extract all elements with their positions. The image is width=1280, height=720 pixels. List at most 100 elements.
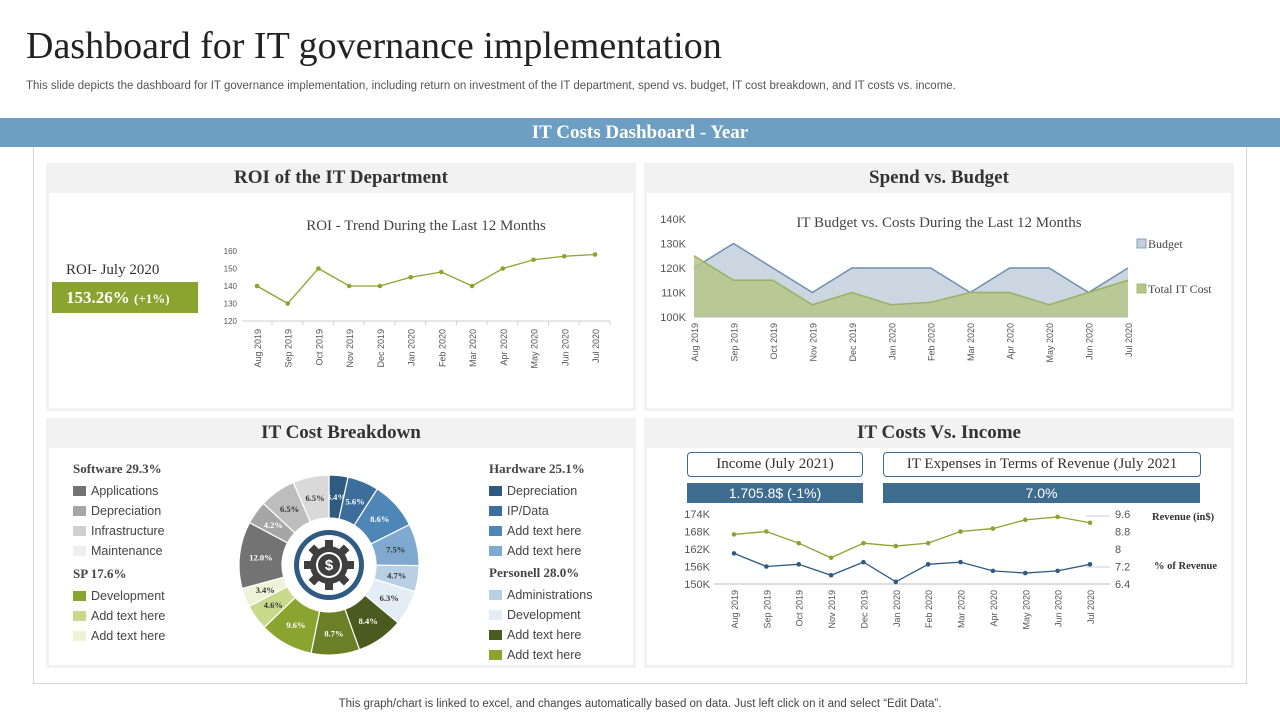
income-point-1 [1055,568,1060,574]
legend-label: IP/Data [507,504,549,518]
roi-xtick: Jun 2020 [560,329,570,366]
roi-point [500,266,506,271]
roi-point [254,283,260,289]
income-ytick-right: 8.8 [1115,527,1130,539]
legend-label: Depreciation [91,504,162,518]
donut-slice-label: 6.3% [380,593,399,603]
gear-tooth [346,561,354,569]
legend-group-title: Hardware 25.1% [489,461,585,476]
legend-label: Depreciation [507,484,578,498]
legend-label: Infrastructure [91,524,165,538]
donut-slice-label: 7.5% [386,544,405,554]
roi-point [316,266,321,271]
income-ytick-right: 7.2 [1115,562,1130,574]
donut-slice-label: 4.7% [387,571,406,581]
income-series-line-0 [733,516,1091,559]
legend-item: Add text here [489,645,592,665]
roi-panel-header: ROI of the IT Department [234,167,448,188]
income-kpi-label: Income (July 2021) [687,452,863,477]
income-xtick: Dec 2019 [859,590,869,629]
roi-chart-title: ROI - Trend During the Last 12 Months [306,218,546,234]
budget-ytick: 120K [660,263,686,275]
income-xtick: Oct 2019 [795,590,805,627]
income-point-1 [1087,562,1093,567]
roi-xtick: May 2020 [530,329,540,369]
roi-xtick: Aug 2019 [253,329,263,368]
legend-item: Development [489,605,592,625]
income-point-0 [893,543,899,549]
income-point-0 [925,540,931,546]
roi-kpi-label: ROI- July 2020 [66,262,160,278]
roi-point [408,274,413,280]
legend-label: Administrations [507,588,593,602]
budget-legend-label: Total IT Cost [1148,282,1212,296]
income-xtick: Nov 2019 [827,590,837,629]
income-point-0 [958,529,963,534]
roi-xtick: Nov 2019 [345,329,355,368]
roi-trend-chart[interactable]: ROI - Trend During the Last 12 Months 120… [200,205,630,385]
income-point-1 [958,559,963,565]
legend-swatch [489,506,502,516]
costs-vs-income-chart[interactable]: 150K 156K 162K 168K 174K 6.4 7.2 8 8.8 9.6 Aug 201… [648,505,1230,645]
budget-xtick: Jan 2020 [887,323,897,360]
legend-item: IP/Data [489,501,585,521]
roi-point [346,283,352,289]
donut-slice-label: 6.5% [306,493,325,503]
budget-vs-cost-chart[interactable]: 100K 110K 120K 130K 140K IT Budget vs. Costs … [648,205,1230,385]
budget-legend-swatch [1136,238,1147,249]
legend-label: Development [91,589,165,603]
roi-ytick: 150 [224,265,238,274]
legend-item: Add text here [73,626,165,646]
legend-swatch [73,506,86,516]
legend-group: Software 29.3% Applications Depreciation In… [73,461,165,561]
income-point-1 [861,559,866,565]
gear-tooth [325,540,333,548]
legend-swatch [489,610,502,620]
budget-xtick: Dec 2019 [848,323,858,362]
legend-swatch [73,526,86,536]
legend-swatch [489,526,502,536]
legend-item: Depreciation [73,501,165,521]
legend-label: Maintenance [91,544,163,558]
income-point-0 [861,540,866,546]
roi-ytick: 160 [224,247,238,256]
income-ytick-right: 6.4 [1115,579,1130,591]
income-ytick-left: 150K [684,579,710,591]
legend-swatch [489,486,502,496]
income-ytick-left: 156K [684,562,710,574]
donut-slice-label: 12.0% [249,552,272,562]
cost-breakdown-donut[interactable]: 3.4% 5.6%8.6%7.5%4.7%6.3%8.4%8.7%9.6%4.6%… [233,469,425,661]
budget-xtick: Mar 2020 [966,323,976,361]
income-xtick: Jan 2020 [892,590,902,627]
budget-ytick: 100K [660,312,686,324]
roi-point [285,301,291,306]
budget-legend-swatch [1136,283,1147,294]
budget-series-area-1 [694,255,1128,317]
dashboard-frame [33,147,1247,684]
budget-chart-title: IT Budget vs. Costs During the Last 12 M… [796,215,1081,231]
income-xtick: Aug 2019 [730,590,740,629]
income-xtick: Mar 2020 [957,590,967,628]
legend-item: Add text here [489,521,585,541]
legend-label: Add text here [507,648,582,662]
income-point-1 [990,568,996,574]
legend-item: Development [73,586,165,606]
legend-group-title: Personell 28.0% [489,565,580,580]
legend-item: Applications [73,481,165,501]
budget-ytick: 130K [660,239,686,251]
income-point-1 [925,562,931,567]
income-point-1 [796,562,802,567]
budget-xtick: Oct 2019 [769,323,779,360]
roi-xtick: Dec 2019 [376,329,386,368]
budget-xtick: Aug 2019 [690,323,700,362]
legend-item: Add text here [489,541,585,561]
footer-note: This graph/chart is linked to excel, and… [338,698,942,710]
budget-ytick: 110K [661,288,687,300]
legend-group-title: SP 17.6% [73,566,127,581]
legend-swatch [73,611,86,621]
roi-xtick: Jul 2020 [591,329,601,363]
donut-slice-label: 3.4% [256,585,275,595]
income-point-0 [1087,520,1093,526]
legend-item: Add text here [489,625,592,645]
donut-slice-label: 9.6% [286,620,305,630]
